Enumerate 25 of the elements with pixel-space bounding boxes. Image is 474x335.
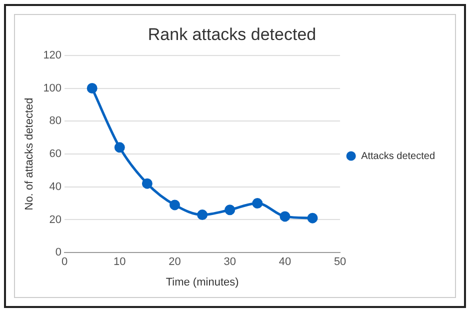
x-tick-label: 20 [168,256,181,268]
point [280,211,290,222]
y-tick-label: 100 [43,82,62,94]
point [86,83,98,94]
point [142,178,152,189]
y-tick-label: 80 [49,115,62,128]
x-tick-label: 10 [114,256,126,268]
y-tick-label: 60 [49,148,62,160]
point [307,212,318,224]
legend-label: Attacks detected [361,150,436,162]
x-tick-label: 30 [224,256,236,268]
point [252,198,263,209]
point [197,210,208,220]
x-tick-label: 50 [334,256,346,268]
point [114,142,125,153]
point [224,204,236,216]
point [170,200,180,210]
y-axis-title: No. of attacks detected [24,98,36,210]
y-tick-label: 120 [43,49,62,62]
y-tick-label: 0 [55,246,62,259]
chart-title: Rank attacks detected [148,24,316,44]
x-tick-label: 40 [278,256,292,268]
y-tick-label: 20 [49,214,62,226]
x-axis-title: Time (minutes) [166,276,239,288]
y-tick-label: 40 [49,180,62,193]
